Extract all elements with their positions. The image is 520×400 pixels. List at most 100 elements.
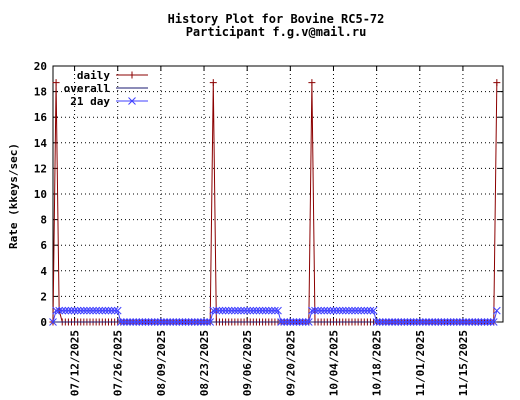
data-point-21-day bbox=[107, 306, 116, 315]
data-point-21-day bbox=[70, 306, 79, 315]
series-daily bbox=[49, 79, 501, 326]
axis-ticks: 0 2 4 6 8 10 12 14 16 18 20 07/12/2025 07/26/2025 08/… bbox=[34, 60, 503, 396]
data-point-21-day bbox=[345, 306, 353, 315]
data-point-21-day bbox=[178, 318, 187, 326]
data-point-21-day bbox=[412, 318, 421, 326]
legend-marker-daily bbox=[128, 71, 136, 79]
data-point-21-day bbox=[246, 306, 255, 315]
data-point-21-day bbox=[431, 318, 440, 326]
x-tick-label: 08/23/2025 bbox=[198, 330, 211, 396]
data-point-21-day bbox=[197, 318, 205, 326]
data-point-21-day bbox=[120, 318, 128, 326]
data-point-21-day bbox=[55, 306, 64, 315]
data-point-21-day bbox=[311, 306, 319, 315]
data-point-21-day bbox=[175, 318, 184, 326]
data-point-21-day bbox=[341, 306, 350, 315]
data-point-21-day bbox=[360, 306, 369, 315]
data-point-21-day bbox=[110, 306, 119, 315]
data-point-21-day bbox=[452, 318, 461, 326]
data-point-21-day bbox=[317, 306, 326, 315]
data-point-21-day bbox=[79, 306, 88, 315]
data-point-21-day bbox=[258, 306, 267, 315]
y-tick-label: 0 bbox=[40, 316, 47, 329]
data-point-21-day bbox=[449, 318, 458, 326]
x-tick-label: 07/26/2025 bbox=[112, 330, 125, 396]
data-point-21-day bbox=[52, 306, 60, 315]
data-point-21-day bbox=[459, 318, 467, 326]
data-point-21-day bbox=[58, 306, 67, 315]
y-tick-label: 20 bbox=[34, 60, 47, 73]
x-tick-label: 08/09/2025 bbox=[155, 330, 168, 396]
data-point-daily bbox=[308, 79, 316, 87]
data-point-21-day bbox=[366, 306, 375, 315]
data-point-21-day bbox=[116, 318, 125, 326]
data-point-21-day bbox=[190, 318, 199, 326]
data-point-21-day bbox=[267, 306, 276, 315]
data-point-21-day bbox=[67, 306, 76, 315]
x-tick-label: 09/20/2025 bbox=[284, 330, 297, 396]
y-tick-label: 4 bbox=[40, 265, 47, 278]
data-point-21-day bbox=[147, 318, 156, 326]
data-point-21-day bbox=[141, 318, 150, 326]
data-point-21-day bbox=[323, 306, 332, 315]
data-point-21-day bbox=[440, 318, 449, 326]
data-point-21-day bbox=[308, 306, 316, 315]
chart-subtitle: Participant f.g.v@mail.ru bbox=[186, 25, 367, 39]
data-point-21-day bbox=[172, 318, 181, 326]
data-point-21-day bbox=[314, 306, 322, 315]
data-point-21-day bbox=[400, 318, 409, 326]
data-point-21-day bbox=[477, 318, 486, 326]
data-point-21-day bbox=[49, 318, 57, 326]
data-point-21-day bbox=[483, 318, 492, 326]
data-point-21-day bbox=[221, 306, 230, 315]
data-point-21-day bbox=[274, 306, 282, 315]
data-point-21-day bbox=[203, 318, 211, 326]
data-point-21-day bbox=[406, 318, 415, 326]
data-point-21-day bbox=[86, 306, 94, 315]
data-point-21-day bbox=[227, 306, 236, 315]
data-point-21-day bbox=[135, 318, 144, 326]
data-point-21-day bbox=[98, 306, 107, 315]
data-point-21-day bbox=[468, 318, 477, 326]
y-tick-label: 6 bbox=[40, 239, 47, 252]
data-point-21-day bbox=[455, 318, 464, 326]
data-point-21-day bbox=[298, 318, 307, 326]
legend-marker-21-day bbox=[128, 97, 136, 105]
x-tick-label: 10/18/2025 bbox=[371, 330, 384, 396]
data-point-daily bbox=[209, 79, 217, 87]
data-point-21-day bbox=[271, 306, 279, 315]
data-point-21-day bbox=[292, 318, 301, 326]
data-point-21-day bbox=[184, 318, 193, 326]
grid-lines bbox=[53, 66, 503, 322]
data-point-21-day bbox=[391, 318, 399, 326]
data-point-21-day bbox=[295, 318, 304, 326]
data-point-21-day bbox=[338, 306, 347, 315]
data-point-21-day bbox=[301, 318, 310, 326]
data-point-21-day bbox=[218, 306, 227, 315]
data-point-21-day bbox=[465, 318, 473, 326]
data-point-21-day bbox=[212, 306, 221, 315]
data-point-21-day bbox=[446, 318, 455, 326]
data-point-21-day bbox=[104, 306, 113, 315]
data-point-21-day bbox=[252, 306, 261, 315]
data-point-21-day bbox=[126, 318, 134, 326]
data-point-21-day bbox=[369, 306, 378, 315]
data-point-21-day bbox=[83, 306, 91, 315]
data-point-21-day bbox=[181, 318, 190, 326]
data-point-21-day bbox=[388, 318, 396, 326]
data-point-21-day bbox=[224, 306, 233, 315]
data-point-21-day bbox=[157, 318, 165, 326]
data-point-daily bbox=[493, 79, 501, 87]
data-point-21-day bbox=[261, 306, 270, 315]
series-layer bbox=[49, 79, 501, 326]
data-point-daily bbox=[52, 79, 60, 87]
y-tick-label: 16 bbox=[34, 111, 48, 124]
data-point-21-day bbox=[144, 318, 153, 326]
data-point-21-day bbox=[169, 318, 178, 326]
x-tick-label: 07/12/2025 bbox=[69, 330, 82, 396]
data-point-21-day bbox=[255, 306, 264, 315]
data-point-21-day bbox=[351, 306, 359, 315]
data-point-21-day bbox=[209, 306, 218, 315]
y-tick-label: 8 bbox=[40, 214, 47, 227]
